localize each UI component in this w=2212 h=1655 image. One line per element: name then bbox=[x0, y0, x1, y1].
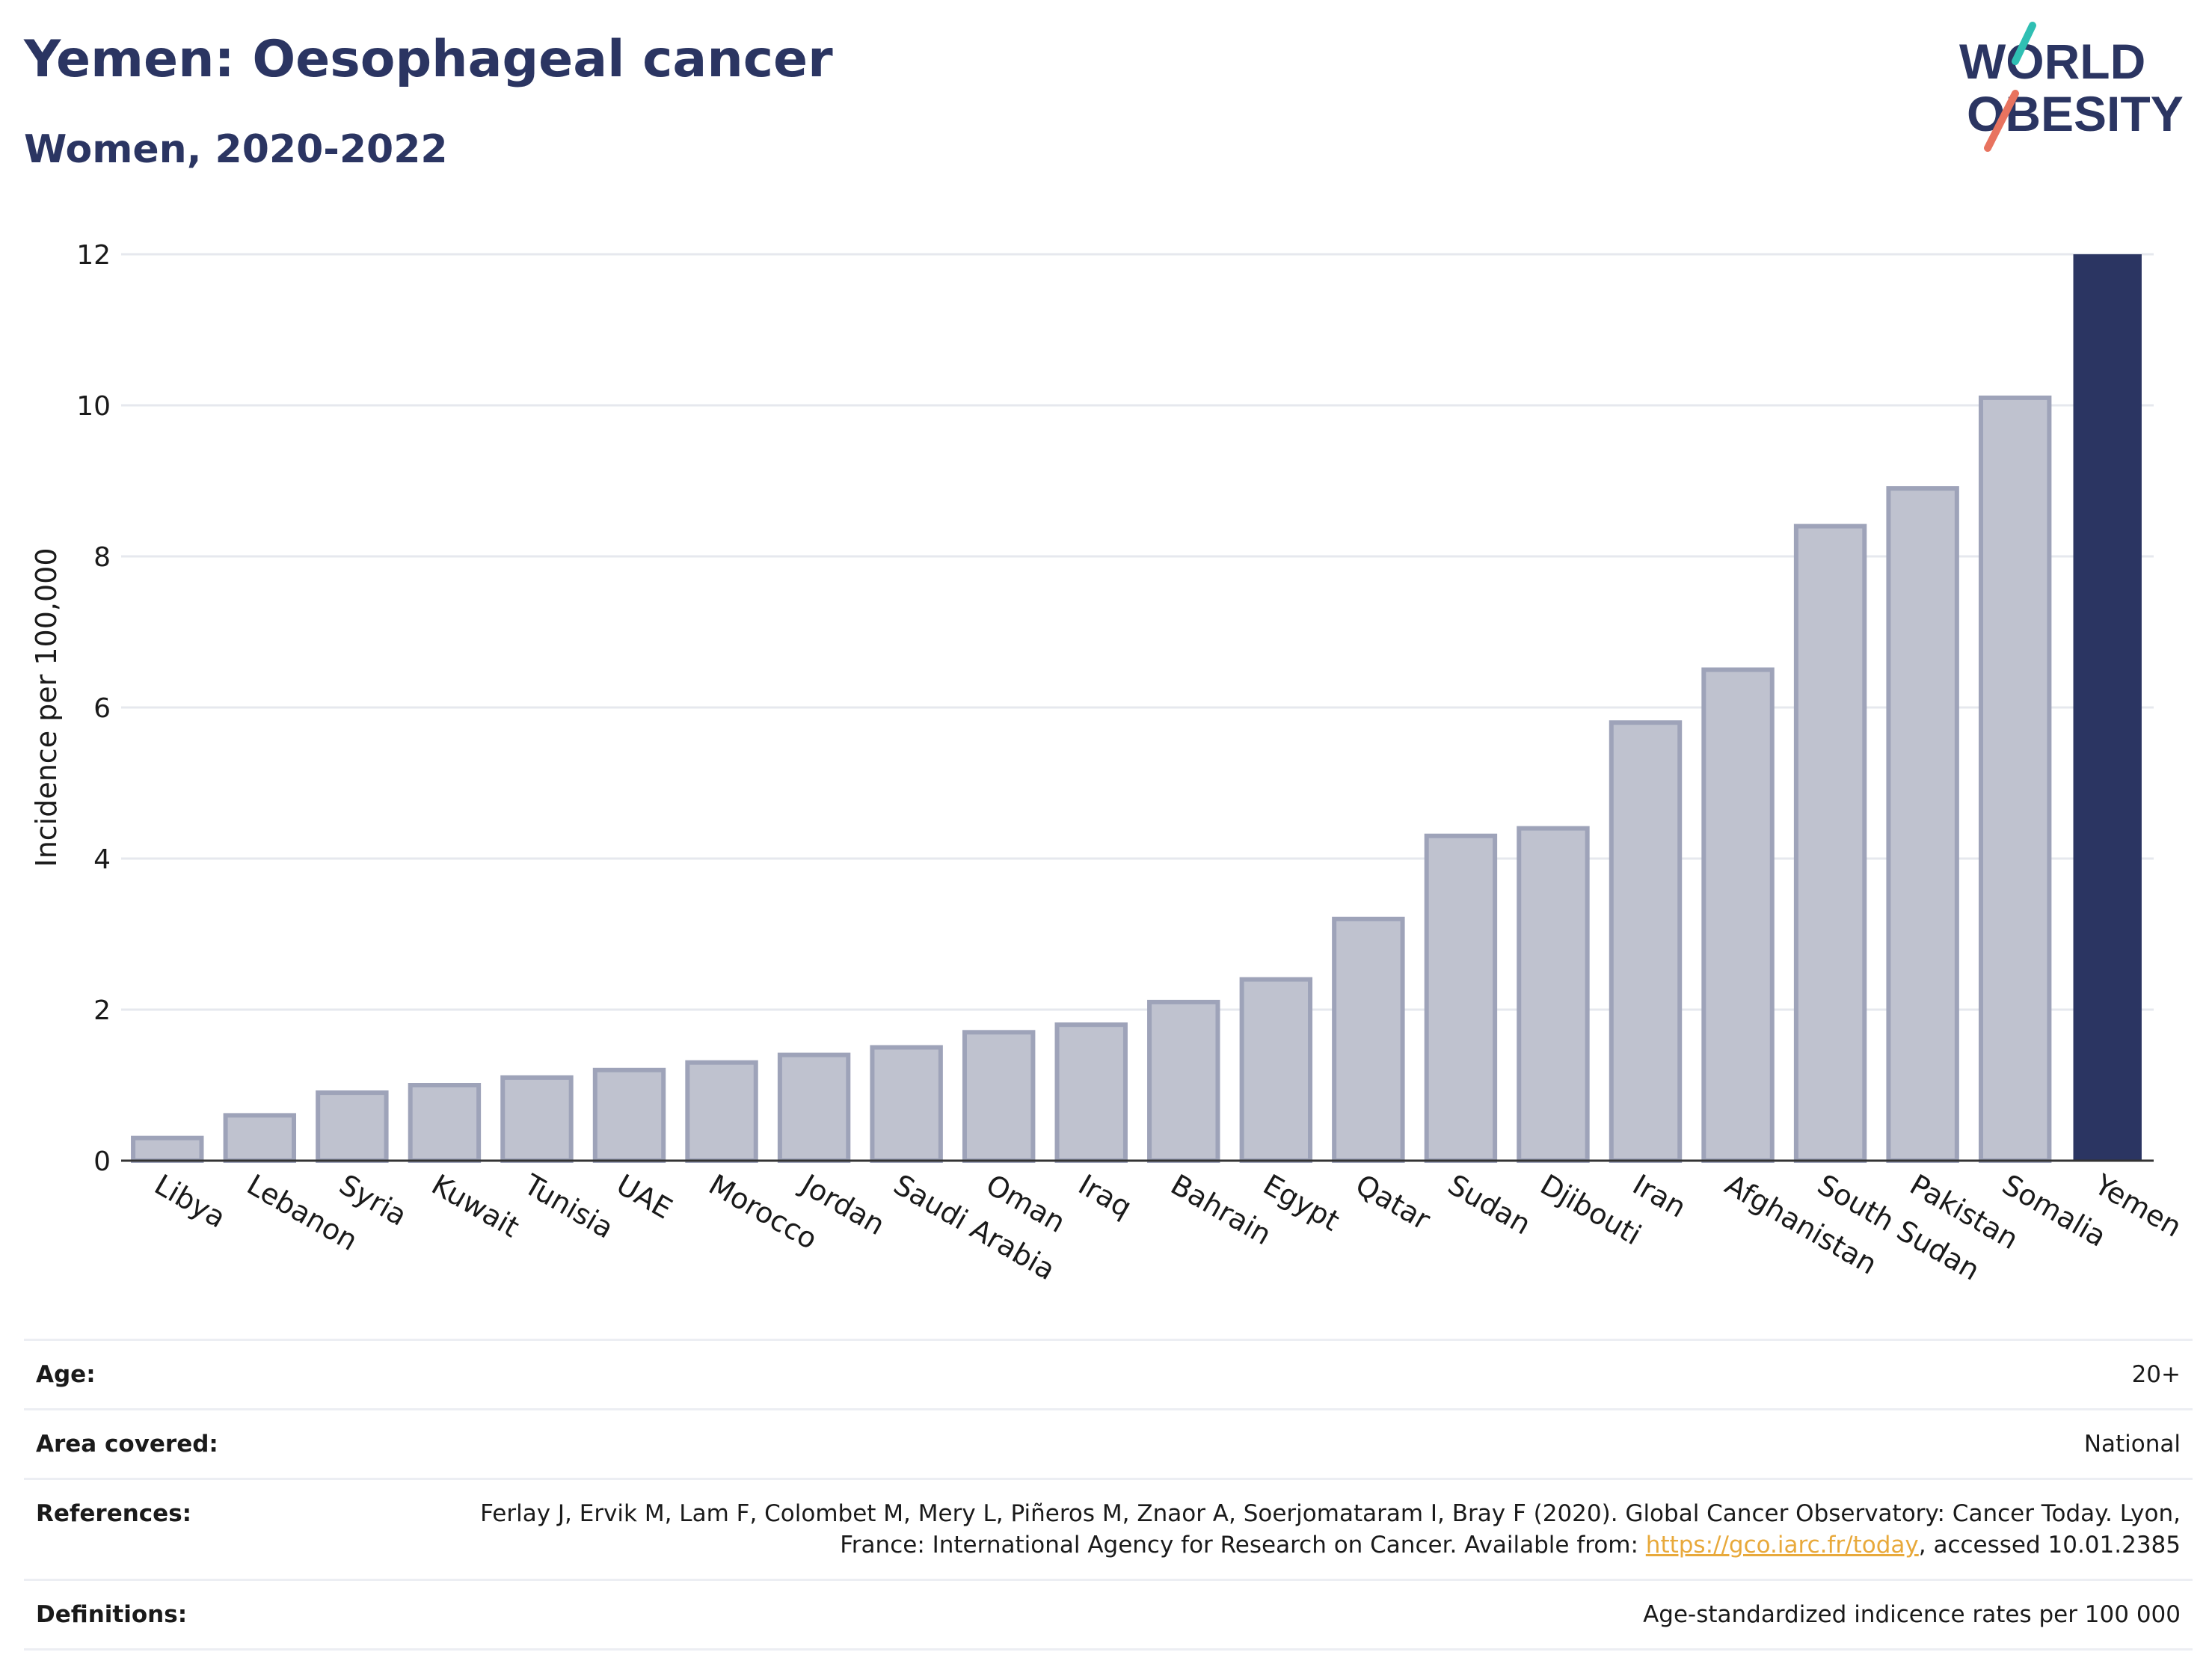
bar-somalia bbox=[1978, 395, 2052, 1163]
y-tick-label: 4 bbox=[93, 844, 111, 875]
bar-djibouti bbox=[1517, 826, 1590, 1163]
meta-row-area: Area covered: National bbox=[24, 1408, 2193, 1478]
x-tick-label: Bahrain bbox=[1165, 1168, 1276, 1252]
y-tick-label: 12 bbox=[76, 240, 111, 271]
meta-row-definitions: Definitions: Age-standardized indicence … bbox=[24, 1579, 2193, 1651]
bars bbox=[131, 254, 2142, 1164]
bar-iran bbox=[1609, 720, 1683, 1163]
bar-qatar bbox=[1332, 916, 1405, 1164]
x-tick-label: Qatar bbox=[1350, 1168, 1436, 1237]
meta-value-area: National bbox=[2083, 1431, 2181, 1458]
reference-text: Ferlay J, Ervik M, Lam F, Colombet M, Me… bbox=[480, 1500, 2181, 1559]
x-tick-label: Libya bbox=[149, 1168, 231, 1235]
x-tick-label: Iraq bbox=[1073, 1168, 1137, 1224]
x-tick-label: Iran bbox=[1627, 1168, 1692, 1224]
x-tick-label: Tunisia bbox=[518, 1167, 619, 1245]
y-axis-label: Incidence per 100,000 bbox=[30, 547, 63, 867]
meta-value-references: Ferlay J, Ervik M, Lam F, Colombet M, Me… bbox=[461, 1498, 2181, 1561]
x-tick-label: UAE bbox=[611, 1168, 678, 1226]
bar-tunisia bbox=[500, 1075, 574, 1164]
meta-label-age: Age: bbox=[36, 1361, 96, 1388]
logo-slash-top bbox=[2012, 22, 2036, 65]
meta-label-references: References: bbox=[36, 1500, 192, 1527]
bar-south-sudan bbox=[1793, 523, 1867, 1163]
metadata-table: Age: 20+ Area covered: National Referenc… bbox=[24, 1339, 2193, 1651]
bar-egypt bbox=[1239, 977, 1313, 1163]
meta-value-definitions: Age-standardized indicence rates per 100… bbox=[1643, 1601, 2181, 1628]
meta-label-area: Area covered: bbox=[36, 1431, 218, 1458]
world-obesity-logo: WORLD OBESITY bbox=[1959, 22, 2184, 152]
bar-uae bbox=[592, 1067, 666, 1164]
logo-slash-bottom bbox=[1984, 90, 2019, 152]
bar-sudan bbox=[1424, 833, 1498, 1163]
bar-iraq bbox=[1054, 1022, 1128, 1163]
x-tick-label: Sudan bbox=[1443, 1168, 1537, 1241]
meta-label-definitions: Definitions: bbox=[36, 1601, 188, 1628]
bar-morocco bbox=[685, 1060, 758, 1163]
chart-title: Yemen: Oesophageal cancer bbox=[24, 30, 833, 89]
y-tick-label: 10 bbox=[76, 391, 111, 422]
y-tick-label: 0 bbox=[93, 1146, 111, 1177]
meta-row-references: References: Ferlay J, Ervik M, Lam F, Co… bbox=[24, 1478, 2193, 1579]
bar-kuwait bbox=[408, 1083, 482, 1163]
chart-subtitle: Women, 2020-2022 bbox=[24, 127, 448, 172]
bar-yemen bbox=[2073, 254, 2142, 1161]
meta-row-age: Age: 20+ bbox=[24, 1339, 2193, 1408]
y-tick-labels: 0 2 4 6 8 10 12 bbox=[76, 240, 111, 1177]
bar-lebanon bbox=[223, 1113, 297, 1164]
bar-saudi-arabia bbox=[870, 1045, 943, 1163]
reference-link[interactable]: https://gco.iarc.fr/today bbox=[1645, 1532, 1919, 1559]
x-tick-label: Kuwait bbox=[426, 1168, 525, 1244]
reference-accessed: , accessed 10.01.2385 bbox=[1918, 1532, 2181, 1559]
bar-oman bbox=[962, 1030, 1036, 1164]
x-tick-label: Djibouti bbox=[1534, 1168, 1647, 1252]
y-tick-label: 2 bbox=[93, 995, 111, 1026]
bar-syria bbox=[316, 1090, 389, 1163]
y-tick-label: 8 bbox=[93, 542, 111, 573]
bar-jordan bbox=[777, 1052, 851, 1163]
bar-libya bbox=[131, 1135, 204, 1163]
meta-value-age: 20+ bbox=[2131, 1361, 2181, 1388]
bar-bahrain bbox=[1147, 999, 1220, 1164]
bar-pakistan bbox=[1886, 486, 1959, 1163]
bar-afghanistan bbox=[1701, 667, 1775, 1163]
logo-line-world: WORLD bbox=[1959, 34, 2145, 89]
y-tick-label: 6 bbox=[93, 693, 111, 724]
